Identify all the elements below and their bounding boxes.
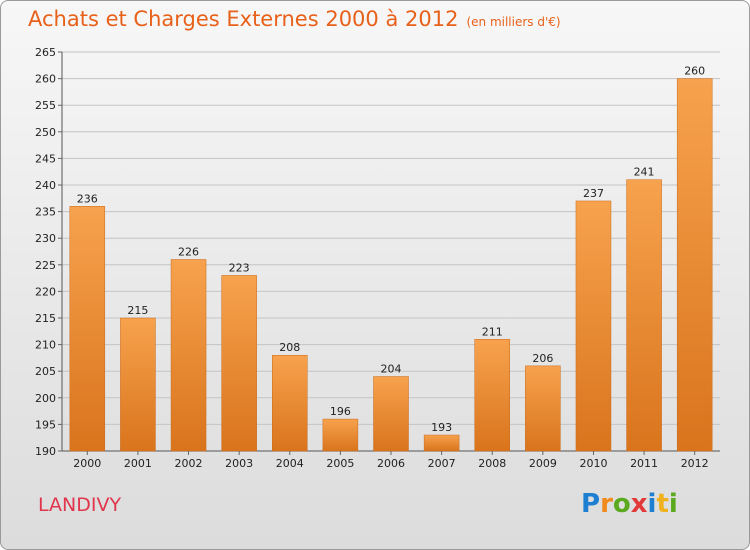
x-tick-label: 2005: [326, 457, 354, 470]
proxiti-logo: Proxiti: [581, 489, 678, 519]
region-name: LANDIVY: [38, 494, 122, 516]
bar-2005: [322, 418, 359, 452]
y-tick-label: 245: [35, 152, 56, 165]
chart-title: Achats et Charges Externes 2000 à 2012 (e…: [28, 7, 561, 31]
logo-letter: o: [612, 489, 631, 519]
data-label: 226: [178, 245, 199, 258]
bar-2003: [221, 275, 257, 452]
bar-2004: [272, 354, 308, 452]
data-label: 211: [482, 325, 503, 338]
data-label: 215: [127, 304, 148, 317]
y-tick-label: 260: [35, 73, 56, 86]
data-label: 223: [229, 261, 250, 274]
x-tick-label: 2002: [175, 457, 203, 470]
bar-2001: [120, 317, 156, 452]
x-tick-label: 2001: [124, 457, 152, 470]
logo-letter: i: [647, 489, 657, 519]
y-tick-label: 240: [35, 179, 56, 192]
y-tick-label: 225: [35, 259, 56, 272]
y-tick-label: 220: [35, 285, 56, 298]
y-tick-label: 210: [35, 339, 56, 352]
chart-title-text: Achats et Charges Externes 2000 à 2012: [28, 7, 459, 31]
y-tick-label: 235: [35, 206, 56, 219]
y-tick-labels: 190 195 200 205 210 215 220 225 230 235 240 245 250 2…: [35, 46, 62, 458]
bar-2011: [626, 179, 662, 452]
bar-2006: [373, 376, 409, 452]
logo-letter: i: [668, 489, 678, 519]
data-label: 236: [77, 192, 98, 205]
x-tick-label: 2007: [428, 457, 456, 470]
data-label: 193: [431, 421, 452, 434]
y-tick-label: 205: [35, 365, 56, 378]
bar-2009: [525, 365, 561, 452]
data-label: 208: [279, 341, 300, 354]
data-label: 196: [330, 405, 351, 418]
data-labels: 236 215 226 223 208 196 204 193 211 206 237 241 260: [77, 65, 705, 434]
data-label: 237: [583, 187, 604, 200]
y-tick-label: 200: [35, 392, 56, 405]
logo-letter: r: [600, 489, 613, 519]
bar-2007: [423, 434, 460, 452]
x-tick-label: 2010: [579, 457, 607, 470]
x-tick-labels: 2000 2001 2002 2003 2004 2005 2006 2007 2008 2009…: [73, 451, 709, 470]
x-tick-label: 2008: [478, 457, 506, 470]
data-label: 241: [634, 166, 655, 179]
bar-2008: [474, 339, 510, 452]
bar-2002: [170, 259, 207, 452]
x-tick-label: 2006: [377, 457, 405, 470]
y-tick-label: 195: [35, 418, 56, 431]
y-tick-label: 230: [35, 232, 56, 245]
y-tick-label: 265: [35, 46, 56, 59]
data-label: 204: [381, 363, 402, 376]
y-tick-label: 215: [35, 312, 56, 325]
bar-2012: [676, 78, 713, 452]
bar-2000: [69, 206, 106, 452]
x-tick-label: 2009: [529, 457, 557, 470]
chart-unit: (en milliers d'€): [466, 15, 561, 29]
y-tick-label: 250: [35, 126, 56, 139]
y-tick-label: 255: [35, 99, 56, 112]
logo-letter: P: [581, 489, 601, 519]
logo-letter: x: [630, 489, 648, 519]
x-tick-label: 2003: [225, 457, 253, 470]
data-label: 206: [532, 352, 553, 365]
x-tick-label: 2011: [630, 457, 658, 470]
bar-2010: [575, 200, 612, 452]
bars: [69, 78, 713, 452]
y-tick-label: 190: [35, 445, 56, 458]
x-tick-label: 2000: [73, 457, 101, 470]
data-label: 260: [684, 65, 705, 78]
x-tick-label: 2004: [276, 457, 304, 470]
x-tick-label: 2012: [681, 457, 709, 470]
logo-letter: t: [656, 489, 669, 519]
